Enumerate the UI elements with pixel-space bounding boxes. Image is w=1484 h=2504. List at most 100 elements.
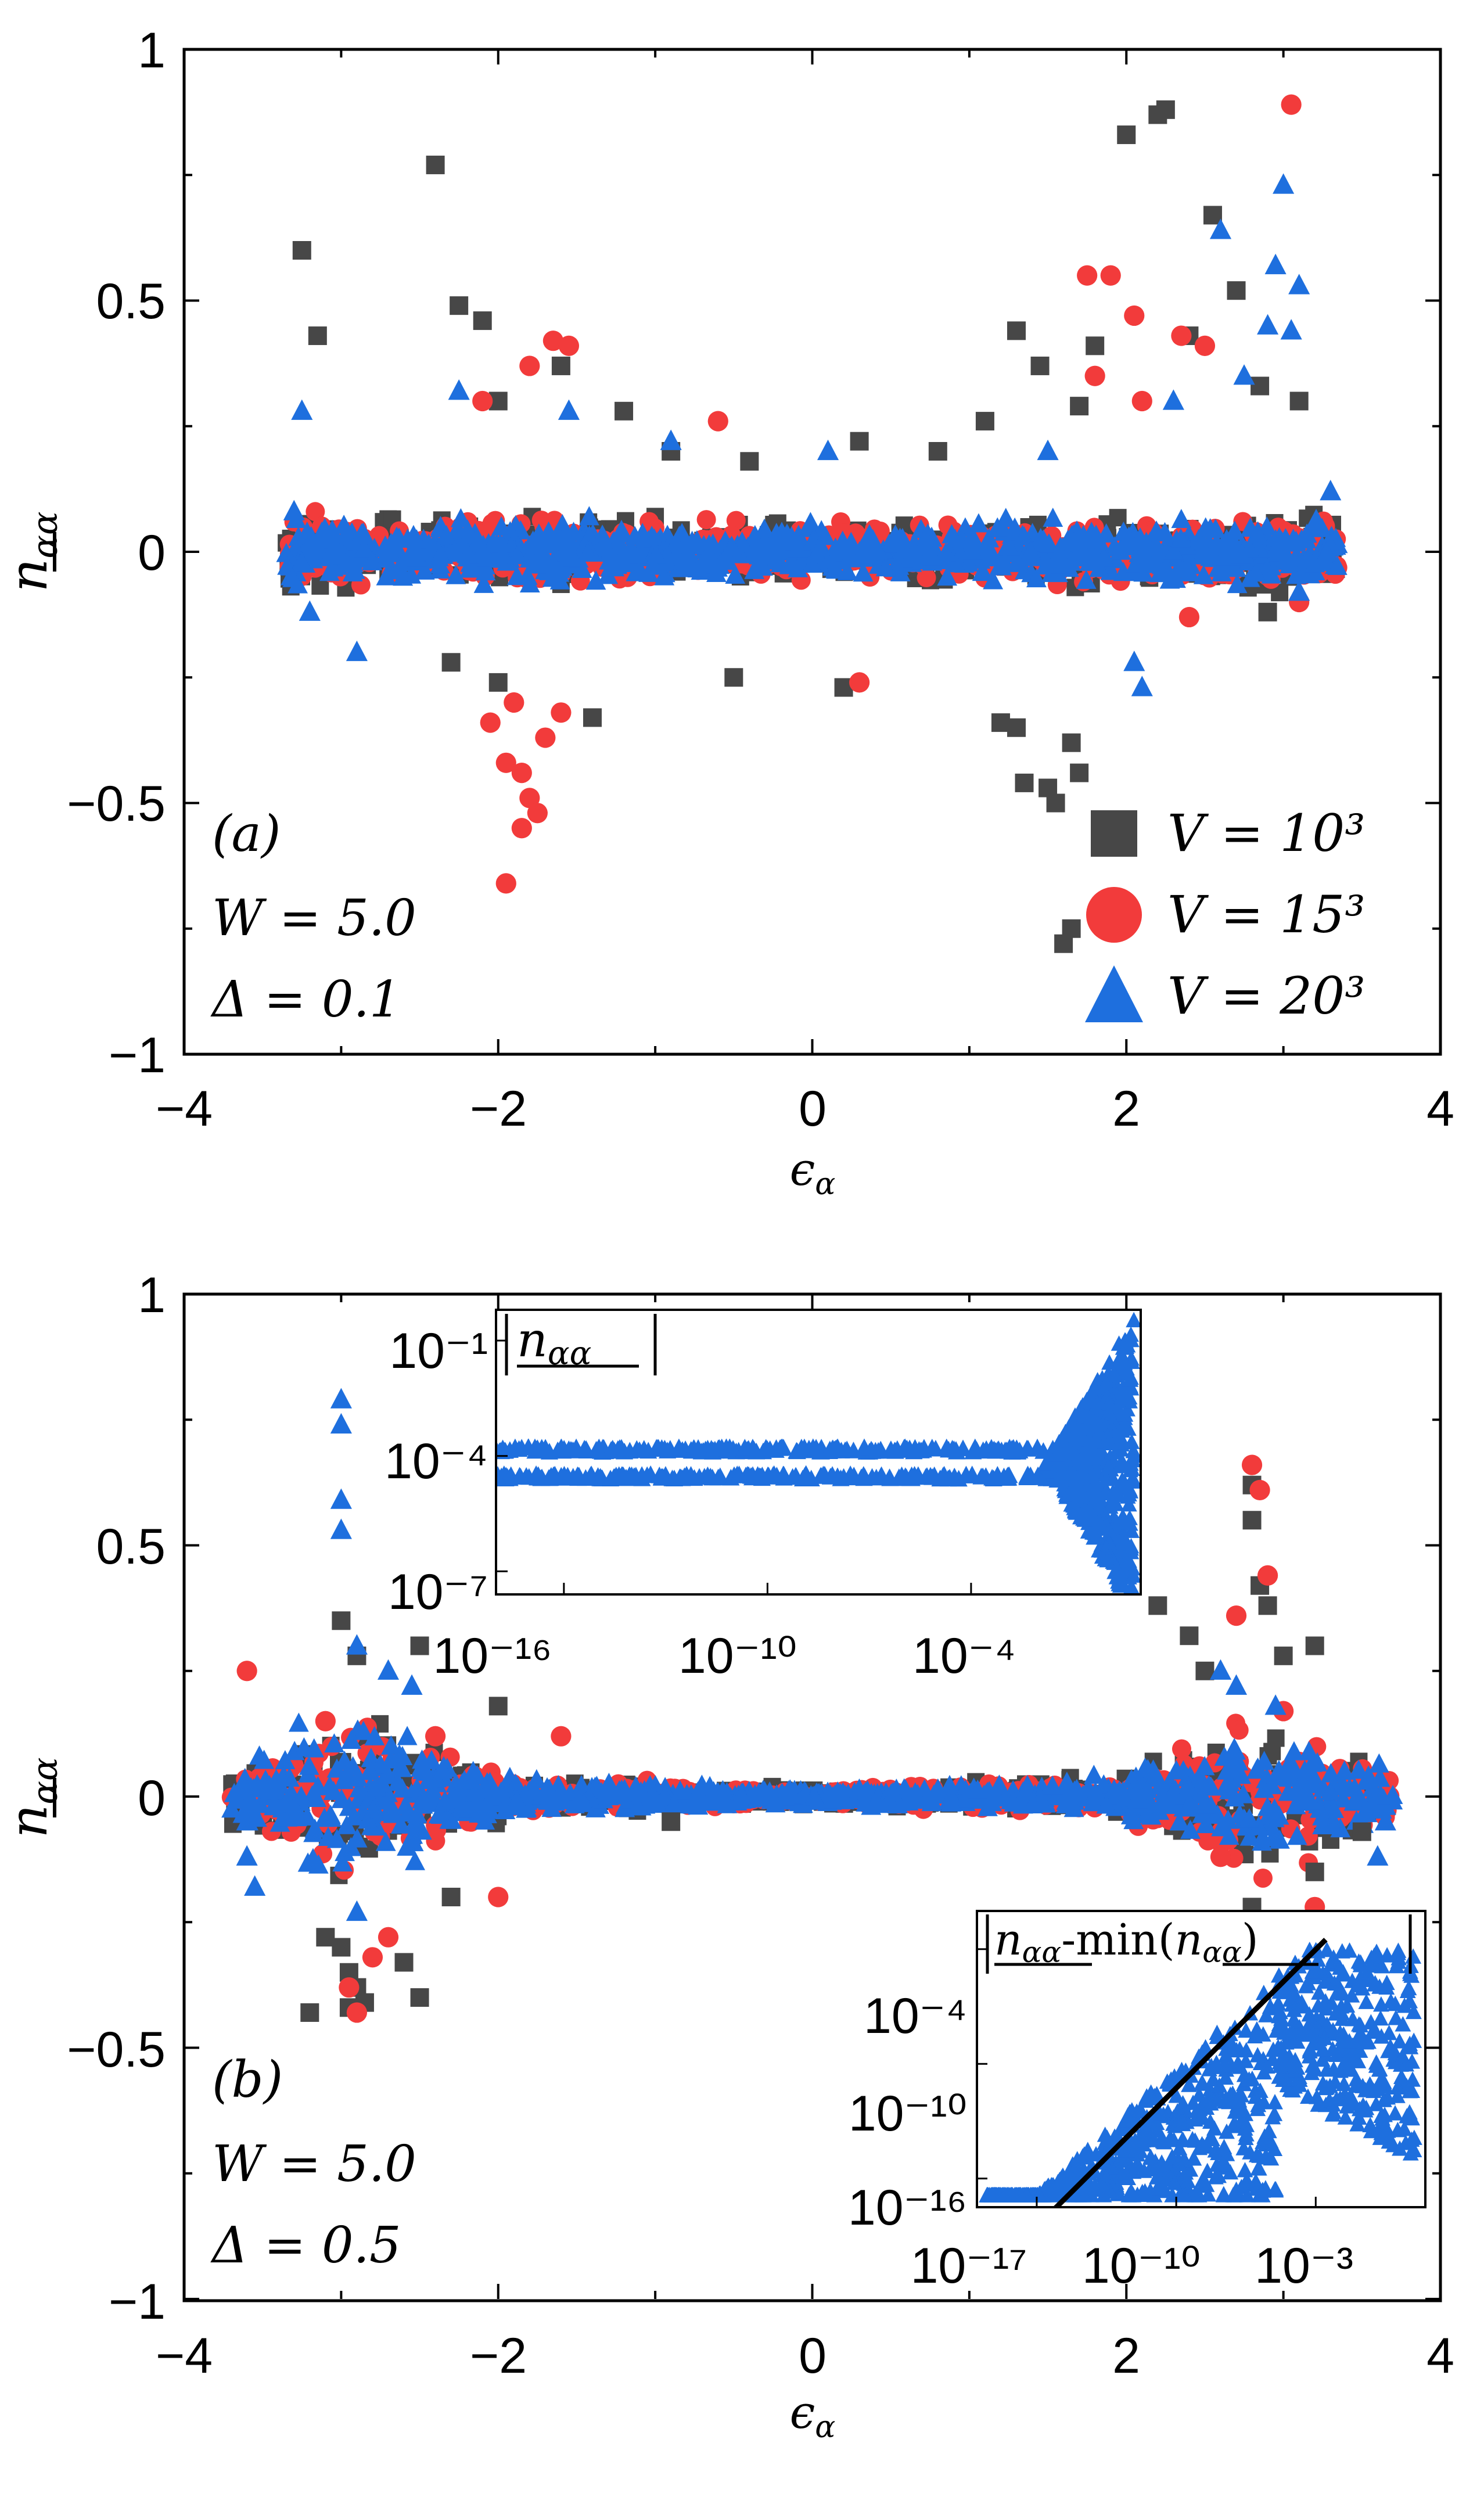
inset-1-point bbox=[593, 1470, 612, 1486]
legend-triangle-marker bbox=[1085, 965, 1143, 1022]
band-triangle bbox=[623, 543, 644, 563]
band-triangle bbox=[387, 560, 408, 580]
a-annotation-w: W = 5.0 bbox=[212, 889, 416, 947]
band-triangle bbox=[1126, 553, 1147, 573]
data-point-triangle bbox=[1367, 1845, 1389, 1866]
band-triangle bbox=[450, 508, 471, 527]
data-point-circle bbox=[542, 330, 563, 351]
band-triangle bbox=[276, 543, 297, 562]
data-point-circle bbox=[425, 1726, 446, 1747]
band-triangle bbox=[240, 1790, 261, 1810]
b-annotation-delta: Δ = 0.5 bbox=[210, 2216, 401, 2275]
data-point-square bbox=[615, 401, 634, 421]
band-triangle bbox=[1159, 569, 1180, 589]
b-y-axis-label: nαα bbox=[0, 1757, 66, 1838]
band-triangle bbox=[1287, 1826, 1307, 1845]
band-triangle bbox=[905, 1782, 926, 1802]
band-triangle bbox=[698, 542, 719, 562]
data-point-triangle bbox=[330, 1413, 352, 1434]
data-point-triangle bbox=[401, 1674, 423, 1695]
band-triangle bbox=[948, 540, 969, 559]
band-triangle bbox=[270, 1774, 290, 1794]
band-triangle bbox=[324, 1733, 344, 1753]
band-triangle bbox=[911, 519, 932, 538]
band-triangle bbox=[224, 1783, 245, 1802]
band-triangle bbox=[1320, 1781, 1341, 1801]
band-triangle bbox=[1022, 1794, 1043, 1814]
data-point-square bbox=[583, 708, 602, 727]
band-triangle bbox=[1300, 1790, 1321, 1810]
band-triangle bbox=[344, 1806, 365, 1826]
inset-1-point bbox=[957, 1465, 975, 1483]
band-triangle bbox=[433, 1759, 453, 1779]
band-triangle bbox=[1188, 529, 1209, 548]
band-triangle bbox=[526, 1769, 547, 1788]
data-point-circle bbox=[378, 1927, 399, 1948]
band-triangle bbox=[928, 1778, 948, 1798]
band-circle bbox=[726, 511, 746, 530]
band-triangle bbox=[282, 567, 303, 587]
band-triangle bbox=[362, 1799, 383, 1819]
inset-1-point bbox=[964, 1442, 982, 1460]
data-point-square bbox=[410, 1988, 429, 2007]
band-triangle bbox=[1139, 554, 1159, 573]
band-triangle bbox=[631, 1783, 652, 1802]
band-triangle bbox=[1263, 1827, 1284, 1846]
data-point-square bbox=[332, 1938, 351, 1957]
data-point-square bbox=[488, 673, 508, 692]
inset-1-point bbox=[529, 1468, 547, 1486]
band-triangle bbox=[674, 534, 695, 554]
data-point-circle bbox=[1124, 305, 1145, 326]
band-triangle bbox=[979, 528, 1000, 548]
band-triangle bbox=[365, 1774, 386, 1795]
inset-1-point bbox=[555, 1440, 573, 1457]
band-triangle bbox=[681, 1792, 702, 1812]
band-triangle bbox=[1214, 1746, 1235, 1766]
band-triangle bbox=[1071, 547, 1092, 566]
band-triangle bbox=[1146, 520, 1167, 540]
data-point-triangle bbox=[660, 429, 682, 450]
band-triangle bbox=[1231, 544, 1252, 564]
band-triangle bbox=[822, 1789, 843, 1809]
band-triangle bbox=[999, 536, 1019, 556]
band-triangle bbox=[1056, 1790, 1077, 1810]
band-triangle bbox=[1267, 1763, 1288, 1783]
band-triangle bbox=[687, 530, 707, 549]
data-point-triangle bbox=[1257, 314, 1279, 335]
inset-1-point bbox=[1124, 1596, 1140, 1611]
data-point-circle bbox=[527, 803, 548, 824]
data-point-triangle bbox=[291, 399, 313, 420]
inset-1-point bbox=[512, 1468, 530, 1485]
band-triangle bbox=[403, 1832, 424, 1852]
band-triangle bbox=[1233, 1784, 1253, 1804]
data-point-circle bbox=[315, 1711, 336, 1731]
data-point-circle bbox=[1249, 1479, 1270, 1500]
a-xtick-4: 4 bbox=[1426, 1081, 1454, 1137]
band-triangle bbox=[978, 544, 999, 565]
band-triangle bbox=[699, 1776, 720, 1795]
band-triangle bbox=[894, 539, 915, 559]
data-point-square bbox=[488, 1697, 508, 1716]
band-triangle bbox=[378, 1765, 398, 1784]
data-point-circle bbox=[1241, 1454, 1263, 1475]
band-triangle bbox=[1368, 1753, 1389, 1773]
band-triangle bbox=[825, 558, 846, 578]
band-triangle bbox=[1257, 1797, 1278, 1816]
band-triangle bbox=[641, 526, 662, 545]
data-point-square bbox=[1062, 733, 1081, 752]
band-triangle bbox=[563, 522, 584, 541]
data-point-square bbox=[1030, 356, 1050, 375]
data-point-square bbox=[1086, 336, 1105, 355]
band-triangle bbox=[375, 1831, 396, 1851]
band-triangle bbox=[1334, 1761, 1355, 1780]
band-triangle bbox=[492, 544, 513, 563]
band-triangle bbox=[1226, 558, 1246, 577]
band-triangle bbox=[545, 1791, 565, 1811]
band-triangle bbox=[1173, 1760, 1194, 1780]
inset-1-point bbox=[748, 1442, 766, 1460]
data-point-triangle bbox=[1162, 389, 1184, 410]
inset-1-point bbox=[773, 1438, 791, 1456]
band-triangle bbox=[1195, 1813, 1216, 1834]
b-xtick-neg2: −2 bbox=[470, 2328, 527, 2384]
band-triangle bbox=[641, 1790, 662, 1809]
